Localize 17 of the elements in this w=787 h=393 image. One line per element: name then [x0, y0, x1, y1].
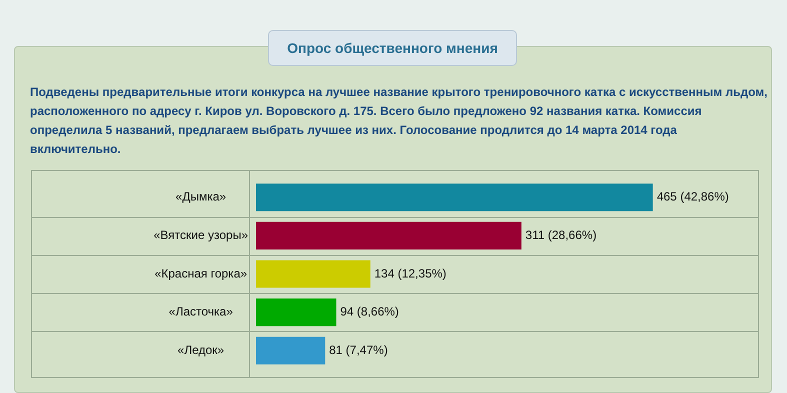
- bar: [256, 222, 522, 250]
- bar: [256, 336, 326, 364]
- y-tick-label: «Вятские узоры»: [154, 228, 248, 242]
- bar: [256, 260, 370, 288]
- y-tick-label: «Ласточка»: [168, 304, 234, 319]
- chart-title: Опрос общественного мнения: [268, 30, 517, 66]
- y-tick-label: «Красная горка»: [154, 266, 248, 280]
- data-label: 311 (28,66%): [525, 228, 597, 242]
- data-label: 465 (42,86%): [656, 190, 729, 204]
- chart-subtitle: Подведены предварительные итоги конкурса на лучшее название крытого тренировочного катка с искусственным льдом, расположенного по адресу г. Киров ул. Воровского д. 175. Всего было предложено 92 названия катка. Комиссия определила 5 названий, предлагаем выбрать лучшее из них. Голосование продлится до 14 марта 2014 года включительно.: [30, 84, 768, 158]
- data-label: 81 (7,47%): [329, 342, 388, 357]
- data-label: 94 (8,66%): [340, 304, 399, 319]
- y-tick-label: «Дымка»: [176, 190, 226, 204]
- y-tick-label: «Ледок»: [178, 342, 224, 357]
- bar: [256, 184, 653, 212]
- bar: [256, 298, 336, 326]
- data-label: 134 (12,35%): [374, 266, 446, 280]
